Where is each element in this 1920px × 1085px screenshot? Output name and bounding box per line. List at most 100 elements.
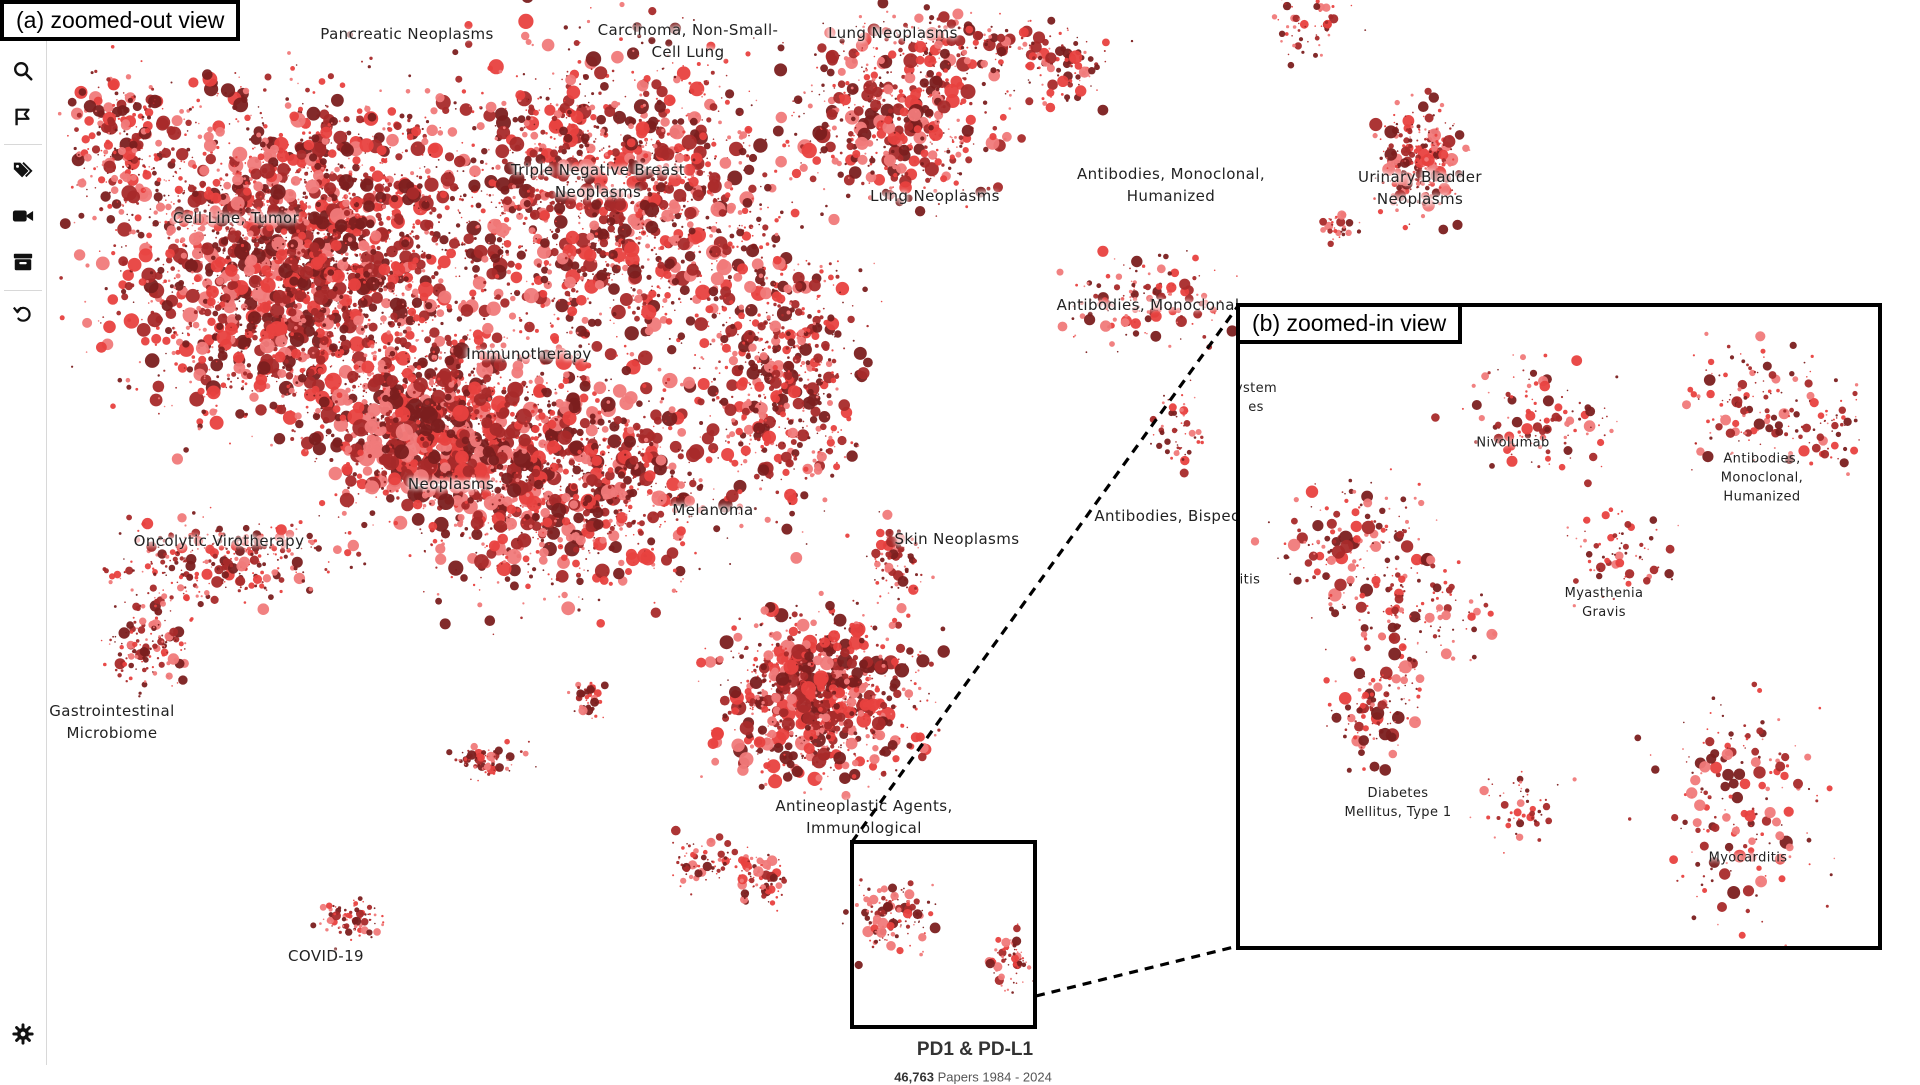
- paper-dot: [594, 138, 597, 140]
- paper-dot: [452, 49, 459, 56]
- paper-dot: [643, 183, 645, 186]
- paper-dot: [339, 324, 349, 334]
- paper-dot: [199, 180, 207, 188]
- paper-dot: [471, 110, 475, 114]
- paper-dot: [182, 340, 190, 348]
- paper-dot: [529, 174, 532, 177]
- paper-dot: [582, 272, 588, 278]
- paper-dot: [316, 216, 330, 230]
- paper-dot: [548, 263, 552, 267]
- paper-dot: [573, 195, 576, 197]
- paper-dot: [655, 267, 658, 270]
- paper-dot: [472, 265, 480, 273]
- paper-dot: [494, 274, 500, 279]
- paper-dot: [672, 119, 678, 125]
- paper-dot: [699, 274, 703, 278]
- paper-dot: [171, 453, 183, 465]
- paper-dot: [192, 190, 199, 197]
- paper-dot: [350, 268, 352, 271]
- paper-dot: [418, 175, 423, 180]
- paper-dot: [687, 233, 690, 236]
- paper-dot: [501, 158, 508, 165]
- paper-dot: [461, 89, 467, 94]
- paper-dot: [614, 189, 624, 199]
- paper-dot: [592, 273, 594, 276]
- paper-dot: [249, 138, 252, 141]
- paper-dot: [201, 242, 215, 256]
- paper-dot: [147, 312, 163, 328]
- paper-dot: [640, 41, 644, 45]
- paper-dot: [525, 312, 529, 315]
- paper-dot: [539, 201, 542, 203]
- paper-dot: [411, 230, 414, 233]
- paper-dot: [240, 86, 242, 88]
- paper-dot: [416, 175, 419, 178]
- paper-dot: [192, 164, 198, 170]
- paper-dot: [587, 190, 595, 198]
- paper-dot: [525, 39, 532, 45]
- paper-dot: [663, 94, 676, 107]
- paper-dot: [667, 280, 671, 283]
- paper-dot: [199, 165, 210, 176]
- paper-dot: [471, 190, 474, 193]
- paper-dot: [283, 318, 288, 322]
- paper-dot: [433, 271, 439, 276]
- paper-dot: [583, 331, 590, 338]
- paper-dot: [225, 226, 230, 231]
- paper-dot: [418, 281, 434, 298]
- paper-dot: [415, 339, 419, 342]
- paper-dot: [412, 249, 416, 253]
- paper-dot: [643, 90, 650, 98]
- paper-dot: [125, 377, 131, 383]
- paper-dot: [257, 153, 265, 161]
- paper-dot: [502, 126, 506, 130]
- paper-dot: [219, 258, 222, 261]
- paper-dot: [310, 326, 313, 330]
- paper-dot: [189, 324, 193, 328]
- paper-dot: [240, 350, 243, 353]
- paper-dot: [290, 244, 294, 248]
- paper-dot: [688, 81, 692, 85]
- paper-dot: [791, 201, 794, 204]
- paper-dot: [207, 317, 216, 326]
- paper-dot: [261, 246, 263, 249]
- paper-dot: [162, 282, 164, 284]
- paper-dot: [580, 133, 590, 143]
- paper-dot: [787, 144, 791, 147]
- paper-dot: [252, 219, 255, 222]
- paper-dot: [527, 563, 530, 566]
- paper-dot: [370, 230, 382, 242]
- paper-dot: [656, 285, 660, 289]
- paper-dot: [461, 198, 464, 202]
- paper-dot: [125, 245, 127, 247]
- paper-dot: [571, 287, 576, 293]
- paper-dot: [529, 552, 532, 555]
- paper-dot: [346, 130, 352, 136]
- paper-dot: [619, 395, 634, 411]
- paper-dot: [85, 263, 90, 268]
- paper-dot: [171, 147, 175, 151]
- paper-dot: [411, 126, 422, 137]
- paper-dot: [590, 7, 592, 9]
- paper-dot: [576, 577, 584, 586]
- paper-dot: [533, 109, 539, 116]
- paper-dot: [617, 471, 626, 479]
- paper-dot: [503, 217, 510, 223]
- paper-dot: [555, 146, 557, 149]
- paper-dot: [596, 199, 600, 203]
- paper-dot: [657, 367, 662, 372]
- paper-dot: [798, 115, 801, 118]
- paper-dot: [604, 378, 608, 382]
- paper-dot: [265, 262, 268, 265]
- paper-dot: [217, 350, 228, 361]
- paper-dot: [616, 335, 618, 338]
- paper-dot: [180, 160, 183, 163]
- paper-dot: [671, 222, 677, 228]
- paper-dot: [169, 217, 177, 225]
- paper-dot: [325, 140, 328, 143]
- paper-dot: [692, 19, 695, 21]
- paper-dot: [388, 238, 391, 240]
- paper-dot: [370, 277, 377, 283]
- paper-dot: [525, 583, 531, 590]
- paper-dot: [455, 275, 457, 278]
